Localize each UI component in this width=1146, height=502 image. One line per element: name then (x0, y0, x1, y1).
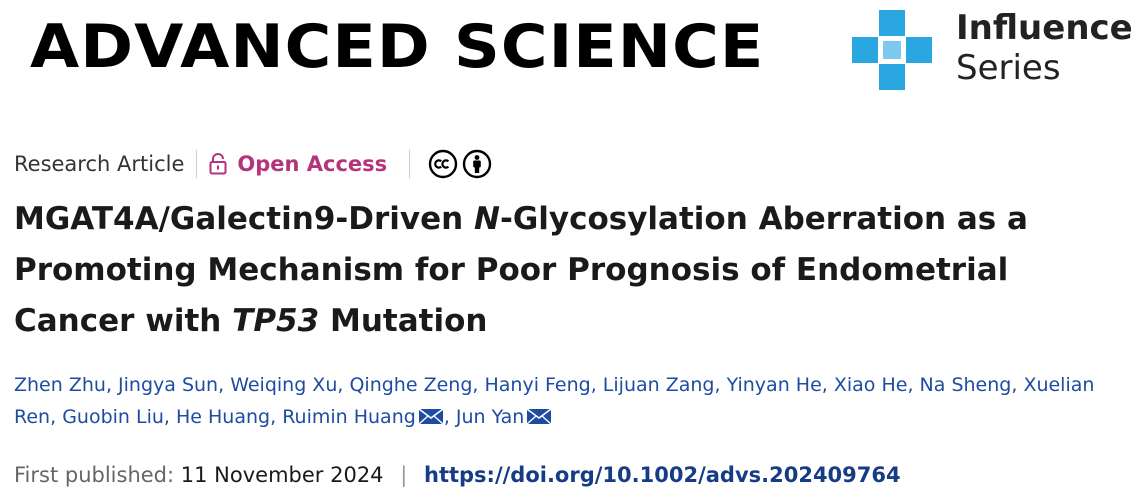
author-separator: , (270, 406, 283, 428)
author-link[interactable]: Xiao He (833, 374, 908, 396)
author-link[interactable]: Guobin Liu (62, 406, 164, 428)
influence-series-badge[interactable]: Influence Series (852, 8, 1142, 98)
author-separator: , (105, 374, 119, 396)
author-separator: , (714, 374, 727, 396)
author-separator: , (821, 374, 834, 396)
email-icon[interactable] (418, 408, 444, 425)
influence-series-line1: Influence (956, 8, 1133, 48)
influence-series-text: Influence Series (956, 8, 1133, 88)
author-separator: , (337, 374, 350, 396)
author-link[interactable]: Jun Yan (455, 406, 525, 428)
first-published-label: First published: (14, 463, 175, 487)
author-link[interactable]: Weiqing Xu (230, 374, 338, 396)
author-separator: , (472, 374, 485, 396)
creative-commons-icon[interactable] (428, 149, 458, 179)
author-separator: , (1011, 374, 1024, 396)
open-lock-icon (209, 153, 227, 175)
author-link[interactable]: He Huang (176, 406, 271, 428)
author-separator: , (590, 374, 603, 396)
author-link[interactable]: Ruimin Huang (282, 406, 416, 428)
open-access-label[interactable]: Open Access (237, 152, 388, 176)
author-separator: , (907, 374, 920, 396)
title-part: -Glycosylation Aberration as a Promoting… (14, 201, 1028, 339)
title-italic-part: N (474, 201, 500, 237)
author-link[interactable]: Jingya Sun (118, 374, 219, 396)
author-link[interactable]: Hanyi Feng (484, 374, 591, 396)
author-separator: , (50, 406, 63, 428)
article-meta-row: Research Article Open Access (14, 146, 492, 182)
meta-divider (196, 150, 198, 178)
author-separator: , (163, 406, 176, 428)
journal-header: ADVANCED SCIENCE Influence Series (0, 0, 1146, 110)
author-list: Zhen Zhu, Jingya Sun, Weiqing Xu, Qinghe… (14, 369, 1134, 433)
publication-date: 11 November 2024 (180, 463, 384, 487)
author-separator: , (218, 374, 231, 396)
author-link[interactable]: Xuelian Ren (14, 374, 1095, 428)
influence-series-line2: Series (956, 48, 1061, 88)
license-divider (409, 150, 411, 178)
article-type-label: Research Article (14, 152, 185, 176)
license-icons[interactable] (409, 149, 492, 179)
doi-link[interactable]: https://doi.org/10.1002/advs.202409764 (424, 463, 901, 487)
title-part: Mutation (319, 303, 488, 339)
title-part: MGAT4A/Galectin9-Driven (14, 201, 474, 237)
author-separator: , (443, 406, 456, 428)
title-italic-part: TP53 (232, 303, 320, 339)
publication-info: First published: 11 November 2024 | http… (14, 458, 901, 492)
influence-series-logo-icon (852, 10, 932, 90)
author-link[interactable]: Na Sheng (919, 374, 1012, 396)
article-title: MGAT4A/Galectin9-Driven N-Glycosylation … (14, 194, 1124, 347)
attribution-icon[interactable] (462, 149, 492, 179)
publication-separator: | (400, 463, 408, 487)
author-link[interactable]: Zhen Zhu (14, 374, 106, 396)
author-link[interactable]: Yinyan He (726, 374, 822, 396)
author-link[interactable]: Qinghe Zeng (349, 374, 473, 396)
author-link[interactable]: Lijuan Zang (602, 374, 715, 396)
journal-title[interactable]: ADVANCED SCIENCE (30, 12, 765, 82)
email-icon[interactable] (526, 408, 552, 425)
